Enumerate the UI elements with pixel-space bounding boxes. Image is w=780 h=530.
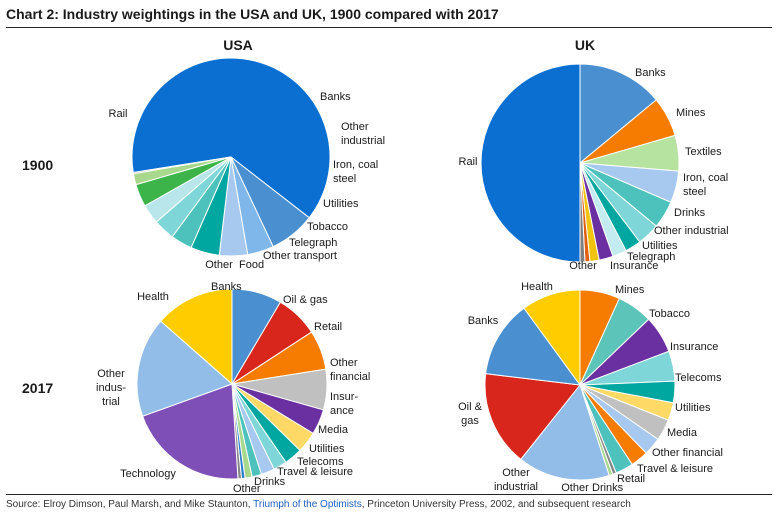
slice-label: Travel & leisure [637,463,713,475]
slice-label: Banks [211,281,242,293]
slice-label: Other industrial [341,121,385,147]
slice-label: Retail [314,321,342,333]
slice-label: Health [521,281,553,293]
slice-label: Rail [109,108,128,120]
slice-label: Telegraph [627,251,675,263]
slice-label: Banks [635,67,666,79]
top-rule [6,27,772,28]
slice-label: Other [233,483,261,495]
slice-label: Other industrial [494,467,538,493]
pie-slice [485,307,582,386]
slice-label: Drinks [254,476,286,488]
slice-label: Other [561,482,589,494]
slice-label: Rail [459,156,478,168]
pie-slice [520,383,610,481]
slice-label: Tobacco [649,308,690,320]
slice-label: Oil & gas [458,401,483,427]
slice-label: Other industrial [654,225,729,237]
source-prefix: Source: Elroy Dimson, Paul Marsh, and Mi… [6,499,254,510]
pie-uk-2017: Mines Tobacco Insurance Telecoms Utilities Me… [458,281,723,494]
slice-label: Banks [320,91,351,103]
source-note: Source: Elroy Dimson, Paul Marsh, and Mi… [6,499,631,510]
pie-uk-1900: Rail Banks Mines Textiles Iron, coal steel Dri… [459,63,729,272]
slice-label: Textiles [685,146,722,158]
slice-label: Health [137,291,169,303]
slice-label: Insurance [670,341,718,353]
pie-slice [160,288,233,386]
slice-label: Telecoms [675,372,722,384]
source-book-link[interactable]: Triumph of the Optimists [253,499,362,510]
slice-label: Utilities [675,402,711,414]
bottom-rule [6,494,772,495]
pie-slice [579,63,657,165]
slice-label: Mines [676,107,706,119]
slice-label: Drinks [674,207,706,219]
slice-label: Utilities [323,198,359,210]
slice-label: Retail [617,473,645,485]
slice-label: Telegraph [289,237,337,249]
slice-label: Utilities [309,443,345,455]
column-heading-usa: USA [223,37,253,53]
slice-label: Telecoms [297,456,344,468]
slice-label: Banks [468,315,499,327]
pie-slice [132,156,232,175]
slice-label: Other financial [652,447,723,459]
slice-label: Tobacco [307,221,348,233]
pie-slice [523,289,581,387]
slice-label: Media [667,427,698,439]
pie-slice [131,57,331,219]
slice-label: Other [205,259,233,271]
column-heading-uk: UK [574,37,596,53]
pie-slice [484,373,581,460]
slice-label: Other financial [330,357,370,383]
row-heading-1900: 1900 [22,157,54,173]
slice-label: Other indus-trial [96,368,126,408]
pie-slice [579,162,586,263]
slice-label: Drinks [592,482,624,494]
pie-usa-1900: Rail Banks Other industrial Iron, coal steel U… [109,57,385,271]
slice-label: Iron, coal steel [333,159,378,185]
row-heading-2017: 2017 [22,380,54,396]
slice-label: Insur-ance [330,391,358,417]
slice-label: Other [569,260,597,272]
slice-label: Iron, coal steel [683,172,728,198]
chart-title: Chart 2: Industry weightings in the USA … [6,6,499,22]
source-suffix: , Princeton University Press, 2002, and … [361,499,631,510]
slice-label: Mines [615,284,645,296]
pie-usa-2017: Banks Oil & gas Retail Other financial Insur-… [96,281,370,495]
pie-slice [136,320,233,417]
slice-label: Travel & leisure [277,466,353,478]
slice-label: Insurance [610,260,658,272]
slice-label: Other transport [263,250,337,262]
slice-label: Oil & gas [283,294,328,306]
slice-label: Media [318,424,349,436]
slice-label: Utilities [642,240,678,252]
slice-label: Food [239,259,264,271]
slice-label: Technology [120,468,176,480]
pie-slice [480,63,581,263]
